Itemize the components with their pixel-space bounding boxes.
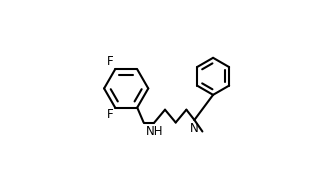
Text: F: F — [107, 108, 114, 121]
Text: F: F — [107, 55, 114, 68]
Text: NH: NH — [146, 125, 163, 138]
Text: N: N — [190, 122, 199, 135]
